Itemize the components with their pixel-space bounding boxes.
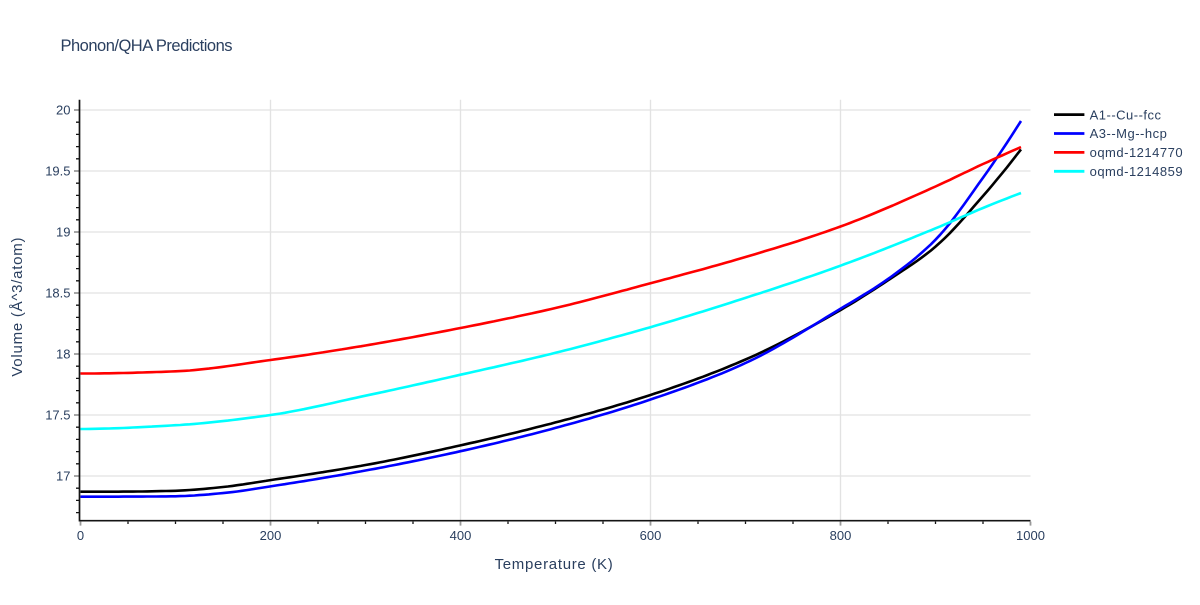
svg-text:17: 17 xyxy=(56,469,70,484)
svg-text:Volume (Å^3/atom): Volume (Å^3/atom) xyxy=(9,237,26,377)
svg-text:18.5: 18.5 xyxy=(45,286,70,301)
svg-text:17.5: 17.5 xyxy=(45,408,70,423)
svg-text:200: 200 xyxy=(260,528,282,543)
svg-text:19: 19 xyxy=(56,225,70,240)
svg-text:0: 0 xyxy=(77,528,84,543)
svg-text:18: 18 xyxy=(56,347,70,362)
svg-text:600: 600 xyxy=(640,528,662,543)
svg-text:oqmd-1214859: oqmd-1214859 xyxy=(1090,164,1183,179)
svg-text:19.5: 19.5 xyxy=(45,164,70,179)
svg-text:A3--Mg--hcp: A3--Mg--hcp xyxy=(1090,126,1168,141)
svg-text:20: 20 xyxy=(56,103,70,118)
svg-text:800: 800 xyxy=(830,528,852,543)
svg-text:Temperature (K): Temperature (K) xyxy=(495,556,614,573)
svg-text:400: 400 xyxy=(450,528,472,543)
svg-text:oqmd-1214770: oqmd-1214770 xyxy=(1090,145,1183,160)
svg-text:1000: 1000 xyxy=(1016,528,1045,543)
svg-text:Phonon/QHA Predictions: Phonon/QHA Predictions xyxy=(61,37,233,55)
svg-text:A1--Cu--fcc: A1--Cu--fcc xyxy=(1090,107,1162,122)
